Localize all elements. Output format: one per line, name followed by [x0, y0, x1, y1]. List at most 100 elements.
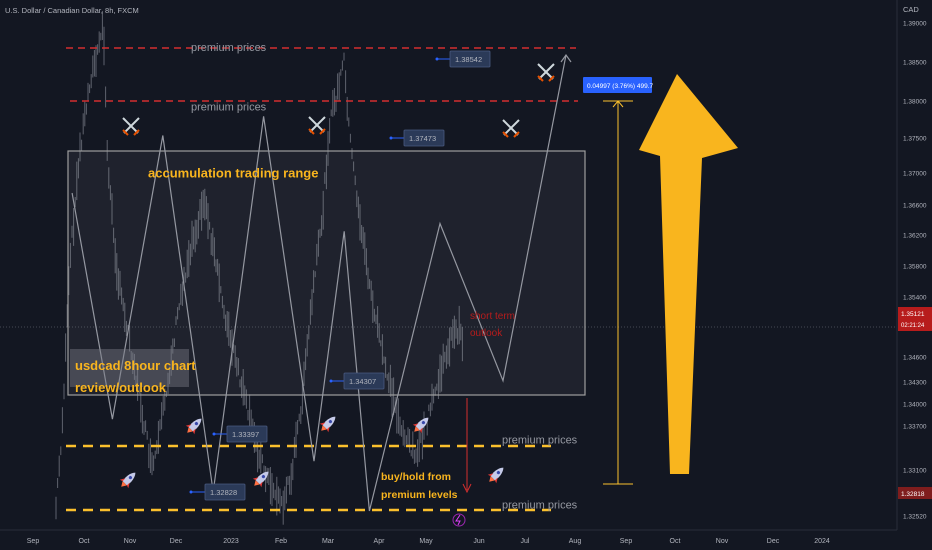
sword-hilt — [548, 75, 555, 82]
time-tick-label: Jun — [473, 538, 484, 545]
price-axis[interactable]: 1.39000 1.38500 1.38000 1.37500 1.37000 1.366… — [898, 21, 932, 523]
annotation-text: short term — [470, 311, 515, 322]
rocket-body — [255, 471, 269, 485]
price-label-box[interactable] — [343, 372, 385, 390]
price-tick-label: 1.33100 — [903, 468, 927, 475]
rocket-fins — [487, 473, 498, 484]
rocket-window — [194, 421, 199, 426]
annotation-text: premium prices — [502, 500, 578, 512]
rocket-fins — [319, 422, 330, 433]
price-tick-label: 1.34600 — [903, 355, 927, 362]
price-tick-label: 1.39000 — [903, 21, 927, 28]
price-label-box[interactable] — [204, 483, 246, 501]
rocket-fins — [185, 424, 196, 435]
price-tick-label: 1.36600 — [903, 203, 927, 210]
crossed-swords-icon — [502, 119, 520, 138]
chart-levels — [0, 47, 897, 512]
price-label-dot — [329, 379, 333, 383]
price-label-dot — [389, 136, 393, 140]
rocket-window — [328, 419, 333, 424]
accumulation-range-box[interactable] — [67, 150, 586, 396]
price-label-dot — [212, 432, 216, 436]
rocket-body — [490, 467, 504, 481]
projection-arrowhead — [560, 53, 572, 63]
time-tick-label: Sep — [620, 538, 633, 545]
rocket-icon — [487, 467, 504, 484]
countdown-timer: 02:21:24 — [901, 323, 925, 329]
sword-hilt — [513, 131, 520, 138]
rocket-body — [122, 472, 136, 486]
time-tick-label: Jul — [521, 538, 530, 545]
event-marker[interactable] — [452, 513, 466, 527]
price-label-box[interactable] — [226, 425, 268, 443]
rocket-icon — [412, 417, 429, 434]
time-tick-label: Dec — [767, 538, 780, 545]
rocket-flame — [187, 427, 193, 433]
sword-blade — [503, 119, 520, 136]
price-tick-label: 1.37500 — [903, 136, 927, 143]
price-tick-label: 1.34300 — [903, 380, 927, 387]
price-label-dot — [189, 490, 193, 494]
rocket-window — [421, 420, 426, 425]
price-tick-label: 1.35800 — [903, 264, 927, 271]
rocket-body — [322, 416, 336, 430]
rocket-fins — [412, 423, 423, 434]
time-tick-label: Mar — [322, 538, 335, 545]
time-tick-label: Sep — [27, 538, 40, 545]
crossed-swords-icon — [122, 117, 140, 136]
time-tick-label: Nov — [716, 538, 729, 545]
price-tick-label: 1.38000 — [903, 99, 927, 106]
sword-hilt — [308, 128, 315, 135]
annotation-text: review/outlook — [75, 380, 167, 395]
rocket-flame — [121, 481, 127, 487]
rocket-icon — [119, 472, 136, 489]
time-tick-label: Oct — [670, 538, 681, 545]
measure-tool[interactable]: 0.04997 (3.76%) 499.7 — [583, 77, 654, 485]
price-tick-label: 1.36200 — [903, 233, 927, 240]
rocket-icon — [252, 471, 269, 488]
annotation-text: buy/hold from — [381, 471, 451, 483]
time-tick-label: Apr — [374, 538, 386, 545]
rocket-window — [496, 470, 501, 475]
projection-path[interactable] — [71, 54, 567, 512]
current-price-tag[interactable] — [898, 307, 932, 331]
price-label-text: 1.38542 — [455, 55, 482, 64]
rocket-flame — [321, 425, 327, 431]
price-label-text: 1.37473 — [409, 134, 436, 143]
rocket-fins — [119, 478, 130, 489]
short-term-arrowhead — [462, 483, 472, 494]
price-label-box[interactable] — [449, 50, 491, 68]
symbol-title: U.S. Dollar / Canadian Dollar, 8h, FXCM — [5, 6, 139, 15]
currency-label: CAD — [903, 5, 919, 14]
sword-hilt — [502, 131, 509, 138]
time-tick-label: Aug — [569, 538, 582, 545]
time-tick-label: Nov — [124, 538, 137, 545]
measure-label: 0.04997 (3.76%) 499.7 — [587, 83, 654, 90]
low-price-tag[interactable] — [898, 487, 932, 499]
price-tick-label: 1.37000 — [903, 171, 927, 178]
rocket-flame — [254, 480, 260, 486]
rocket-icon — [319, 416, 336, 433]
rocket-icon — [185, 418, 202, 435]
price-tick-label: 1.38500 — [903, 60, 927, 67]
price-tick-label: 1.32520 — [903, 514, 927, 521]
zigzag-projection — [71, 53, 572, 512]
sword-blade — [309, 116, 326, 133]
chart-annotations: premium prices premium prices accumulation… — [70, 42, 578, 512]
rocket-body — [188, 418, 202, 432]
price-label-box[interactable] — [403, 129, 445, 147]
current-price-value: 1.35121 — [901, 311, 925, 318]
rocket-window — [128, 475, 133, 480]
rocket-flame — [489, 476, 495, 482]
review-label-box — [70, 349, 189, 387]
price-label-dot — [435, 57, 439, 61]
time-axis[interactable]: Sep Oct Nov Dec 2023 Feb Mar Apr May Jun Jul Aug Sep… — [27, 538, 830, 545]
price-label-text: 1.34307 — [349, 377, 376, 386]
time-tick-label: Dec — [170, 538, 183, 545]
annotation-text: premium prices — [191, 42, 267, 54]
price-tick-label: 1.33700 — [903, 424, 927, 431]
price-tick-label: 1.35400 — [903, 295, 927, 302]
price-label-text: 1.32828 — [210, 488, 237, 497]
time-tick-label: May — [419, 538, 433, 545]
